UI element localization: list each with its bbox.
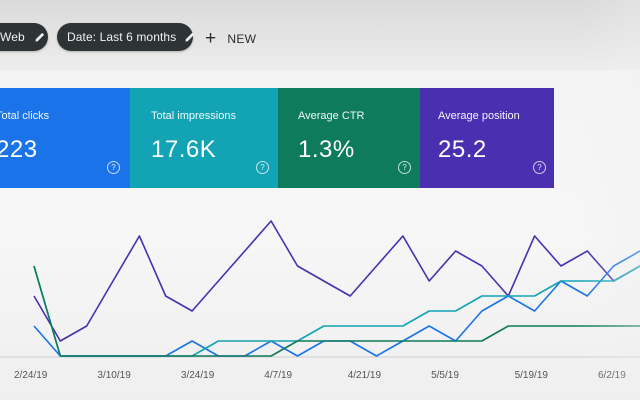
search-type-chip[interactable]: Web: [0, 23, 48, 51]
help-icon[interactable]: ?: [533, 161, 546, 174]
chart-x-tick-label: 6/2/19: [598, 370, 626, 381]
metric-card-average-ctr[interactable]: Average CTR 1.3% ?: [278, 88, 420, 188]
metric-card-title: Total clicks: [0, 110, 50, 122]
filter-bar: Web Date: Last 6 months + NEW: [0, 0, 640, 70]
metric-card-title: Total impressions: [151, 110, 236, 122]
metric-card-value: 17.6K: [151, 136, 217, 163]
metric-card-title: Average CTR: [298, 110, 365, 122]
chart-series-line-3: [33, 265, 640, 357]
chart-x-tick-label: 3/24/19: [181, 370, 215, 381]
edit-pencil-icon: [184, 30, 196, 44]
metric-card-average-position[interactable]: Average position 25.2 ?: [420, 88, 554, 188]
metric-card-value: 1.3%: [298, 136, 355, 163]
date-range-chip[interactable]: Date: Last 6 months: [57, 23, 196, 51]
search-type-chip-label: Web: [0, 30, 25, 44]
date-range-chip-label: Date: Last 6 months: [67, 30, 177, 44]
chart-series-line-0: [33, 220, 640, 342]
chart-x-tick-label: 4/21/19: [348, 370, 382, 381]
metric-card-title: Average position: [438, 110, 520, 122]
help-icon[interactable]: ?: [256, 161, 269, 174]
performance-chart-svg: 2/24/19 3/10/19 3/24/19 4/7/19 4/21/19 5/5/19…: [0, 220, 640, 381]
chart-x-tick-label: 2/24/19: [14, 370, 48, 381]
chart-x-tick-label: 3/10/19: [97, 370, 131, 381]
chart-x-tick-label: 4/7/19: [264, 370, 292, 381]
help-icon[interactable]: ?: [107, 161, 120, 174]
edit-pencil-icon: [33, 30, 47, 44]
new-filter-button[interactable]: + NEW: [205, 29, 256, 49]
help-icon[interactable]: ?: [398, 161, 411, 174]
metric-card-total-clicks[interactable]: Total clicks 223 ?: [0, 88, 130, 188]
metric-cards: Total clicks 223 ? Total impressions 17.…: [0, 88, 640, 188]
performance-chart: 2/24/19 3/10/19 3/24/19 4/7/19 4/21/19 5/5/19…: [0, 196, 640, 400]
chart-x-tick-label: 5/5/19: [431, 370, 459, 381]
metric-card-value: 25.2: [438, 136, 487, 163]
metric-card-value: 223: [0, 136, 38, 163]
new-filter-button-label: NEW: [227, 32, 257, 46]
chart-x-tick-label: 5/19/19: [515, 370, 549, 381]
metric-card-total-impressions[interactable]: Total impressions 17.6K ?: [130, 88, 278, 188]
chart-series-line-2: [33, 265, 640, 357]
plus-icon: +: [205, 28, 217, 49]
